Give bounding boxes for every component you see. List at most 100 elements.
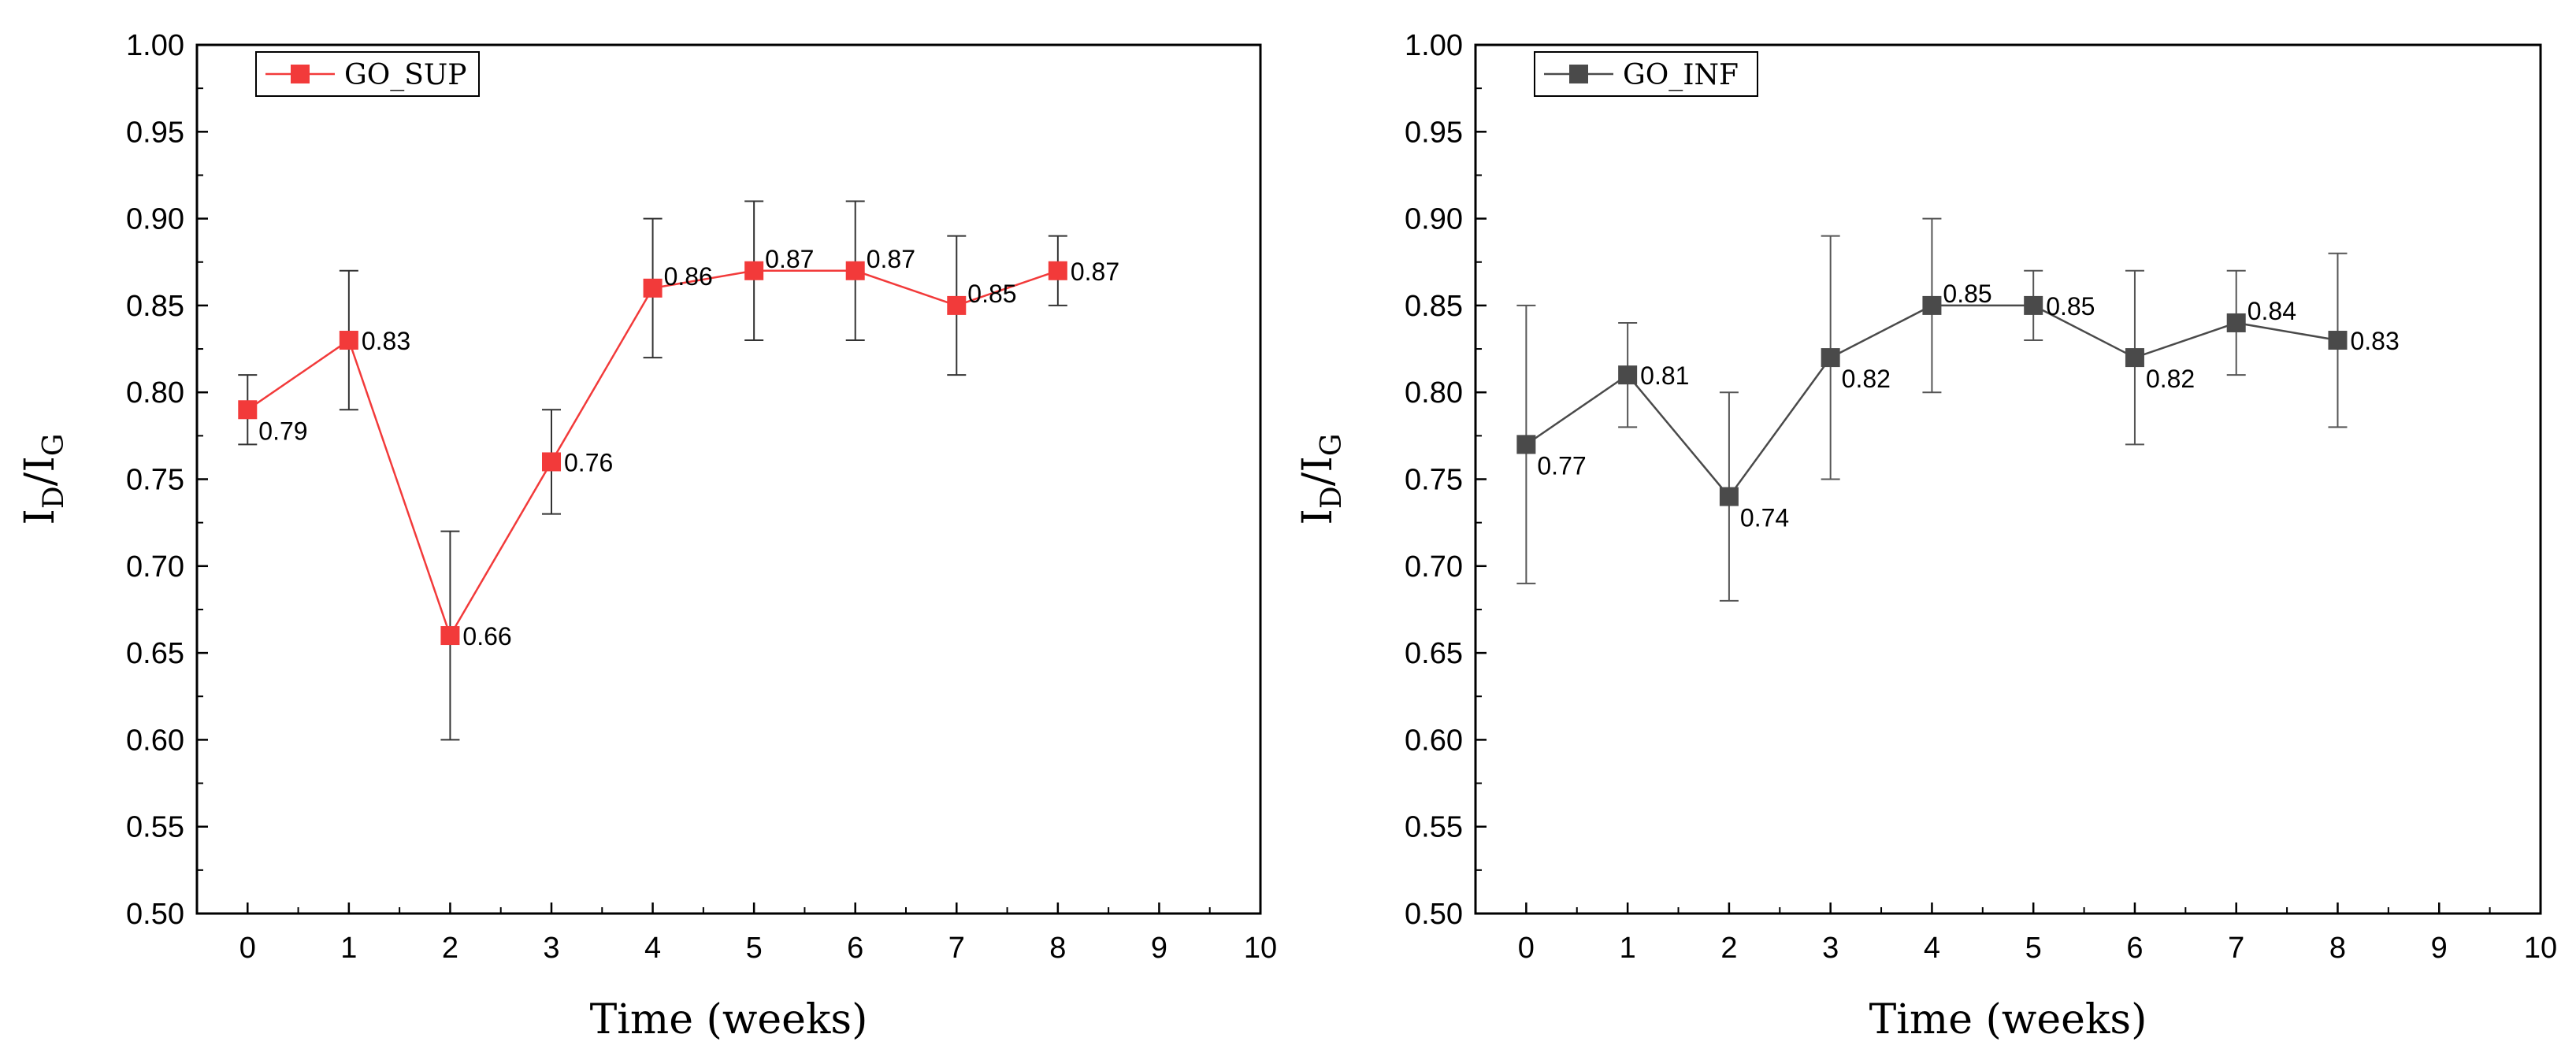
data-point <box>1516 435 1536 454</box>
y-axis-title-sub2: G <box>1316 433 1348 456</box>
y-axis-title-slash: /I <box>1294 456 1342 486</box>
legend-label: GO_SUP <box>344 59 467 91</box>
data-point <box>1821 348 1840 368</box>
data-label: 0.82 <box>1842 365 1891 393</box>
y-axis-title-main: I <box>17 509 64 525</box>
data-label: 0.87 <box>1071 258 1119 286</box>
x-tick-label: 0 <box>239 932 256 965</box>
data-point <box>2328 331 2348 350</box>
data-point <box>744 261 764 280</box>
y-tick-label: 0.95 <box>126 116 184 149</box>
x-tick-label: 4 <box>1924 932 1940 965</box>
data-label: 0.79 <box>258 417 307 445</box>
y-tick-label: 0.50 <box>1405 898 1463 931</box>
y-tick-label: 1.00 <box>126 29 184 62</box>
y-axis-title-sub1: D <box>1316 486 1348 509</box>
data-label: 0.83 <box>362 327 410 355</box>
y-tick-label: 0.95 <box>1405 116 1463 149</box>
y-tick-label: 1.00 <box>1405 29 1463 62</box>
y-tick-label: 0.90 <box>1405 203 1463 236</box>
data-label: 0.82 <box>2146 365 2195 393</box>
data-label: 0.86 <box>664 262 713 291</box>
data-label: 0.85 <box>967 280 1016 308</box>
x-tick-label: 2 <box>442 932 458 965</box>
y-tick-label: 0.80 <box>1405 376 1463 410</box>
x-tick-label: 7 <box>2228 932 2244 965</box>
data-point <box>1618 365 1638 385</box>
x-tick-label: 6 <box>847 932 863 965</box>
data-point <box>2226 313 2246 332</box>
data-point <box>643 278 663 298</box>
data-label: 0.85 <box>2046 292 2095 321</box>
data-label: 0.74 <box>1740 504 1789 532</box>
data-label: 0.87 <box>867 245 915 273</box>
y-axis-title: ID/IG <box>17 433 70 524</box>
y-tick-label: 0.85 <box>126 290 184 323</box>
y-axis-title-sub1: D <box>38 486 70 509</box>
data-point <box>1048 261 1067 280</box>
legend-marker <box>291 65 310 83</box>
x-tick-label: 1 <box>340 932 357 965</box>
y-tick-label: 0.85 <box>1405 290 1463 323</box>
y-tick-label: 0.55 <box>1405 811 1463 844</box>
x-tick-label: 10 <box>1244 932 1277 965</box>
x-axis-title: Time (weeks) <box>1869 996 2147 1043</box>
x-tick-label: 2 <box>1720 932 1737 965</box>
y-axis-title-sub2: G <box>38 433 70 456</box>
data-label: 0.77 <box>1537 451 1586 480</box>
plot-frame <box>1474 43 2542 915</box>
data-point <box>2024 295 2043 315</box>
data-point <box>1922 295 1942 315</box>
data-point <box>1719 487 1739 506</box>
data-point <box>542 452 561 472</box>
y-axis-title-main: I <box>1294 509 1342 525</box>
x-tick-label: 5 <box>2025 932 2042 965</box>
data-point <box>947 295 967 315</box>
x-tick-label: 5 <box>746 932 763 965</box>
x-axis-title: Time (weeks) <box>590 996 868 1043</box>
data-label: 0.84 <box>2248 297 2296 325</box>
y-axis-title-slash: /I <box>17 456 64 486</box>
x-tick-label: 0 <box>1518 932 1535 965</box>
x-tick-label: 7 <box>948 932 965 965</box>
chart-go-inf: 0.50 0.55 0.60 0.65 0.70 0.75 0.80 0.85 0.90 0.95… <box>1294 29 2557 1043</box>
y-tick-label: 0.70 <box>1405 550 1463 584</box>
y-tick-label: 0.60 <box>1405 724 1463 757</box>
legend-label: GO_INF <box>1623 59 1739 91</box>
data-point <box>238 400 258 420</box>
x-tick-label: 4 <box>644 932 661 965</box>
y-tick-label: 0.60 <box>126 724 184 757</box>
data-point <box>339 331 358 350</box>
x-tick-label: 6 <box>2126 932 2143 965</box>
data-point <box>2125 348 2144 368</box>
x-tick-label: 8 <box>1049 932 1066 965</box>
x-tick-label: 8 <box>2329 932 2346 965</box>
data-label: 0.81 <box>1640 361 1689 390</box>
chart-go-sup: 0.50 0.55 0.60 0.65 0.70 0.75 0.80 0.85 0.90 0.95… <box>17 29 1277 1043</box>
y-tick-label: 0.80 <box>126 376 184 410</box>
plot-frame <box>195 43 1262 915</box>
x-tick-label: 1 <box>1620 932 1636 965</box>
data-label: 0.83 <box>2350 327 2399 355</box>
data-point <box>845 261 865 280</box>
x-tick-label: 3 <box>543 932 559 965</box>
x-tick-label: 9 <box>2431 932 2448 965</box>
y-tick-label: 0.75 <box>1405 464 1463 497</box>
y-tick-label: 0.90 <box>126 203 184 236</box>
data-label: 0.87 <box>765 245 814 273</box>
x-tick-label: 3 <box>1822 932 1839 965</box>
y-tick-label: 0.70 <box>126 550 184 584</box>
y-tick-label: 0.65 <box>1405 637 1463 670</box>
x-tick-label: 9 <box>1151 932 1167 965</box>
y-tick-label: 0.55 <box>126 811 184 844</box>
y-tick-label: 0.65 <box>126 637 184 670</box>
y-tick-label: 0.50 <box>126 898 184 931</box>
data-point <box>440 626 460 646</box>
data-label: 0.66 <box>462 622 511 650</box>
legend-marker <box>1569 65 1588 83</box>
data-label: 0.76 <box>564 448 613 476</box>
y-tick-label: 0.75 <box>126 464 184 497</box>
data-label: 0.85 <box>1943 280 1991 308</box>
x-tick-label: 10 <box>2524 932 2557 965</box>
